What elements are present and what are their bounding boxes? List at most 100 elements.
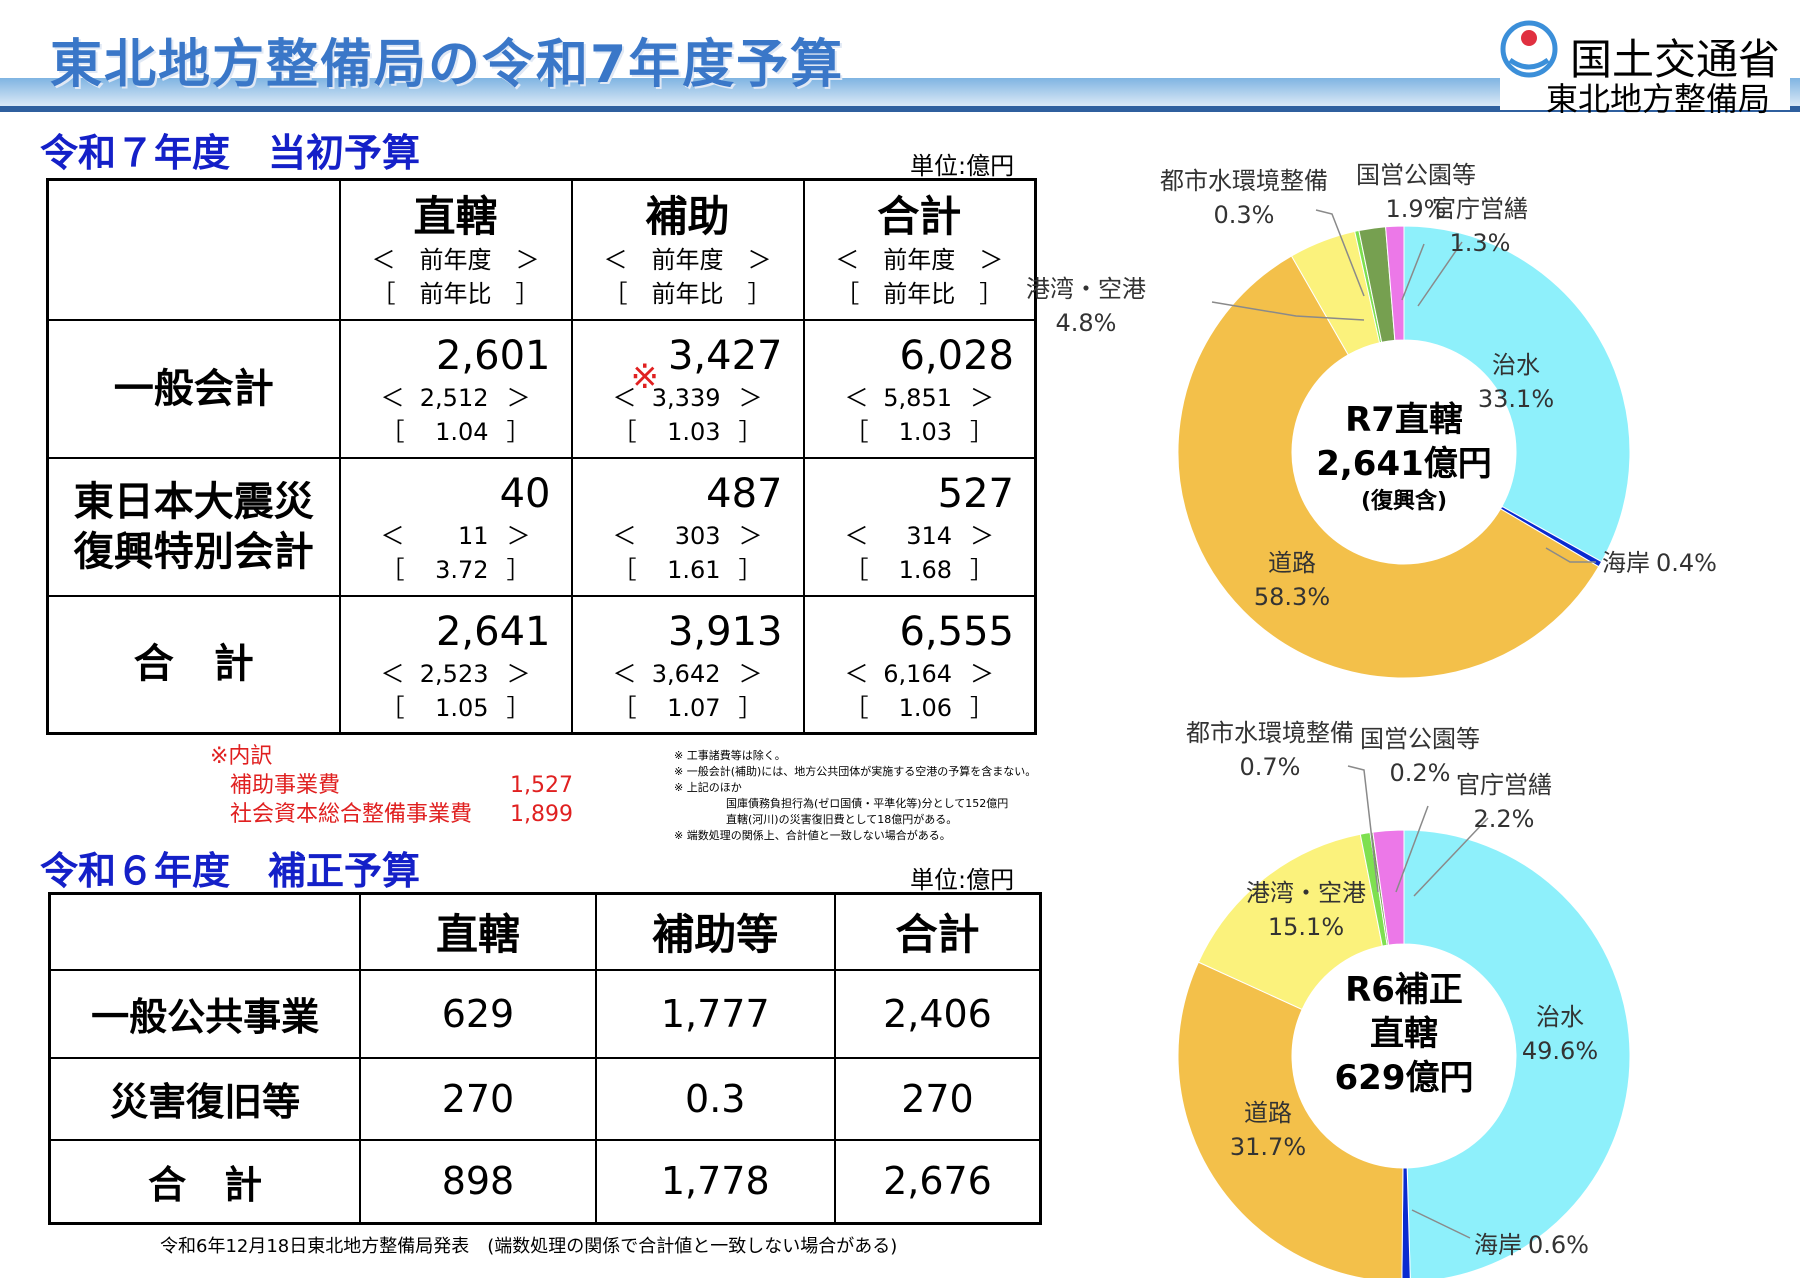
slice-label: 道路 31.7%: [1230, 1096, 1306, 1164]
row-label: 合 計: [46, 594, 341, 735]
table-row: 東日本大震災 復興特別会計 40 ＜ 11 ＞ ［ 3.72 ］ 487 ＜ 303 ＞ ［ 1.61 ］ 52…: [46, 456, 1037, 597]
footnote: 国庫債務負担行為(ゼロ国債・平準化等)分として152億円: [726, 797, 1009, 810]
table-row: 合 計 898 1,778 2,676: [48, 1138, 1042, 1225]
slice-label: 国営公園等 1.9%: [1356, 158, 1476, 226]
logo-bureau: 東北地方整備局: [1546, 80, 1771, 118]
slice-label: 治水 33.1%: [1478, 348, 1554, 416]
value-cell: 40 ＜ 11 ＞ ［ 3.72 ］: [338, 456, 573, 597]
slice-percent: 0.7%: [1239, 753, 1301, 781]
slice-percent: 58.3%: [1253, 583, 1331, 611]
value-ratio: ［ 1.04 ］: [380, 417, 531, 446]
slice-percent: 15.1%: [1267, 913, 1345, 941]
pie-slice: [1385, 225, 1405, 341]
value-main: 3,427: [667, 332, 783, 379]
breakdown-title: ※内訳: [210, 744, 273, 769]
table-row: 災害復旧等 270 0.3 270: [48, 1056, 1042, 1141]
slice-label: 港湾・空港 15.1%: [1246, 876, 1366, 944]
slice-label: 道路 58.3%: [1254, 546, 1330, 614]
ministry-logo: 国土交通省 東北地方整備局: [1500, 14, 1790, 118]
slice-percent: 0.2%: [1389, 759, 1451, 787]
header-label: 直轄: [413, 192, 498, 241]
value-prev: ＜ 6,164 ＞: [844, 659, 995, 688]
slice-percent: 0.6%: [1528, 1231, 1589, 1259]
leader-line: [1395, 805, 1429, 893]
value-cell: 527 ＜ 314 ＞ ［ 1.68 ］: [802, 456, 1037, 597]
cell-value: 2,676: [833, 1138, 1042, 1225]
slice-label: 国営公園等 0.2%: [1360, 722, 1480, 790]
row-label: 一般会計: [46, 318, 341, 459]
slice-name: 治水: [1536, 1003, 1584, 1031]
value-main: 6,555: [899, 608, 1014, 655]
row-label: 災害復旧等: [48, 1056, 362, 1141]
slice-name: 国営公園等: [1356, 161, 1476, 189]
section1-title: 令和７年度 当初予算: [40, 131, 421, 175]
header-prev: ＜ 前年度 ＞: [603, 246, 772, 274]
slice-name: 海岸: [1602, 549, 1650, 577]
value-ratio: ［ 1.61 ］: [612, 555, 763, 584]
budget-table-r6-supplementary: 直轄 補助等 合計 一般公共事業 629 1,777 2,406 災害復旧等 2…: [48, 892, 1042, 1225]
page-header: 東北地方整備局の令和7年度予算 国土交通省 東北地方整備局: [0, 0, 1800, 118]
slice-percent: 0.3%: [1213, 201, 1275, 229]
row-label: 一般公共事業: [48, 968, 362, 1059]
section1-unit: 単位:億円: [910, 152, 1015, 180]
value-main: 40: [499, 470, 551, 517]
footnotes: ※ 工事諸費等は除く。 ※ 一般会計(補助)には、地方公共団体が実施する空港の予…: [674, 748, 1036, 844]
header-label: 直轄: [359, 892, 597, 971]
value-main: 2,601: [435, 332, 551, 379]
page-title: 東北地方整備局の令和7年度予算: [50, 35, 845, 95]
value-cell: ※ 3,427 ＜ 3,339 ＞ ［ 1.03 ］: [570, 318, 805, 459]
cell-value: 270: [833, 1056, 1042, 1141]
slice-percent: 33.1%: [1477, 385, 1555, 413]
slice-name: 官庁営繕: [1432, 195, 1528, 223]
slice-name: 海岸: [1474, 1231, 1522, 1259]
row-label-line: 東日本大震災: [73, 478, 314, 525]
value-prev: ＜ 3,642 ＞: [612, 659, 763, 688]
value-prev: ＜ 314 ＞: [844, 521, 995, 550]
table-corner: [46, 178, 341, 321]
cell-value: 629: [359, 968, 597, 1059]
chart-center-line: R7直轄: [1345, 400, 1463, 440]
slice-label: 港湾・空港 4.8%: [1026, 272, 1146, 340]
value-ratio: ［ 1.03 ］: [844, 417, 995, 446]
slice-name: 道路: [1244, 1099, 1292, 1127]
value-ratio: ［ 1.03 ］: [612, 417, 763, 446]
slice-label: 官庁営繕 1.3%: [1432, 192, 1528, 260]
slice-percent: 4.8%: [1055, 309, 1117, 337]
cell-value: 1,778: [594, 1138, 836, 1225]
value-ratio: ［ 3.72 ］: [380, 555, 531, 584]
slice-name: 官庁営繕: [1456, 771, 1552, 799]
slice-label: 海岸 0.6%: [1474, 1228, 1589, 1262]
header-label: 合計: [833, 892, 1042, 971]
table-corner: [48, 892, 362, 971]
slice-percent: 1.9%: [1385, 195, 1447, 223]
value-cell: 2,601 ＜ 2,512 ＞ ［ 1.04 ］: [338, 318, 573, 459]
header-label: 補助等: [594, 892, 836, 971]
footnote: ※ 上記のほか: [674, 781, 742, 794]
value-cell: 6,555 ＜ 6,164 ＞ ［ 1.06 ］: [802, 594, 1037, 735]
row-label: 合 計: [48, 1138, 362, 1225]
breakdown-note: ※内訳 補助事業費 1,527 社会資本総合整備事業費 1,899: [210, 742, 573, 829]
header-ratio: ［ 前年比 ］: [603, 280, 772, 308]
slice-name: 都市水環境整備: [1160, 167, 1328, 195]
value-prev: ＜ 11 ＞: [380, 521, 531, 550]
header-cell: 合計 ＜ 前年度 ＞ ［ 前年比 ］: [802, 178, 1037, 321]
slice-percent: 1.3%: [1449, 229, 1511, 257]
table-row: 一般会計 2,601 ＜ 2,512 ＞ ［ 1.04 ］ ※ 3,427 ＜ 3,339 ＞ ［ 1.03…: [46, 318, 1037, 459]
footnote: ※ 端数処理の関係上、合計値と一致しない場合がある。: [674, 829, 951, 842]
pie-slice: [1369, 831, 1390, 946]
row-label-line: 復興特別会計: [73, 528, 314, 575]
value-main: 2,641: [435, 608, 551, 655]
header-cell: 補助 ＜ 前年度 ＞ ［ 前年比 ］: [570, 178, 805, 321]
cell-value: 1,777: [594, 968, 836, 1059]
header-label: 合計: [877, 192, 962, 241]
value-prev: ＜ 2,512 ＞: [380, 383, 531, 412]
value-main: 487: [706, 470, 783, 517]
slice-percent: 2.2%: [1473, 805, 1535, 833]
slice-name: 都市水環境整備: [1186, 719, 1354, 747]
leader-line: [1411, 1209, 1471, 1239]
value-prev: ＜ 2,523 ＞: [380, 659, 531, 688]
pie-slice: [1354, 229, 1383, 344]
footnote: ※ 工事諸費等は除く。: [674, 749, 786, 762]
slice-percent: 0.4%: [1656, 549, 1717, 577]
header-ratio: ［ 前年比 ］: [371, 280, 540, 308]
